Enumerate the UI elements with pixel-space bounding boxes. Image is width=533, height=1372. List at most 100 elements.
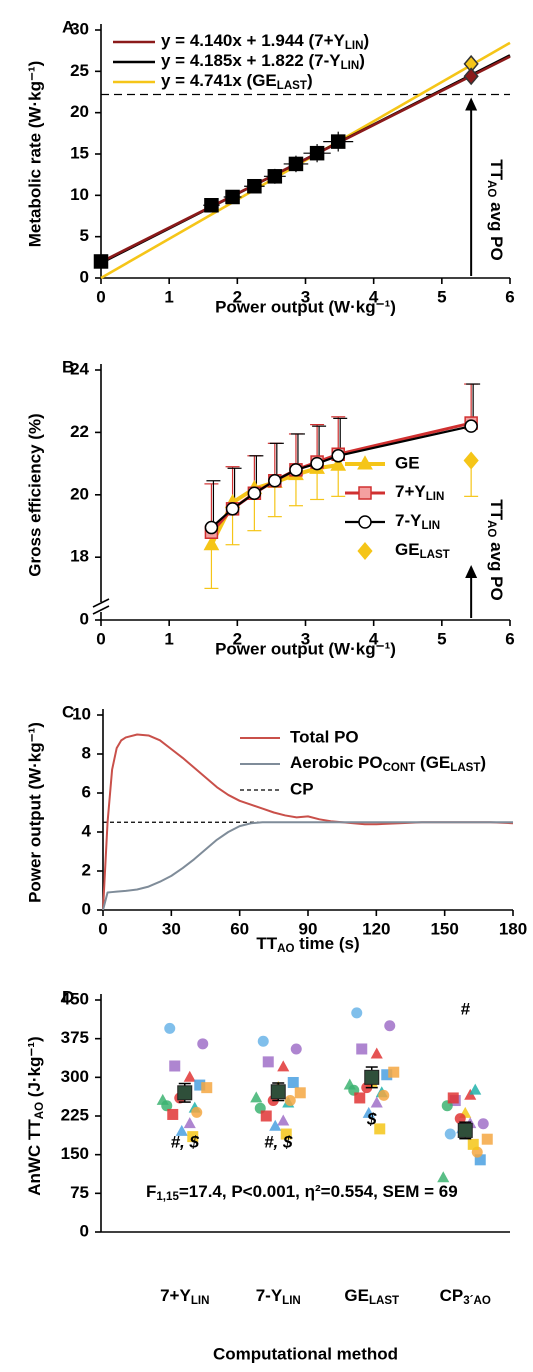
text-part: ) [480,753,486,772]
y-tick-label: 15 [70,143,89,162]
y-tick-label: 10 [70,185,89,204]
y-tick-label: 6 [82,782,91,801]
marker [358,515,372,529]
marker [477,1118,489,1130]
marker [444,1128,456,1140]
y-axis-title: AnWC TTAO (J·kg⁻¹) [25,1036,46,1195]
marker [454,1113,466,1125]
legend-label: GELAST [395,540,450,561]
marker [289,463,303,477]
y-tick-label: 5 [80,226,89,245]
y-tick-label: 375 [61,1028,89,1047]
y-tick-label: 450 [61,989,89,1008]
marker [351,1007,363,1019]
mean-marker [457,1122,473,1138]
text-part: y = 4.741x (GE [161,71,277,90]
legend-label: Aerobic POCONT (GELAST) [290,753,486,774]
y-tick-label: 0 [80,609,89,628]
y-axis-title: Gross efficiency (%) [25,413,44,576]
marker [309,145,325,161]
marker [194,1079,206,1091]
text-part: 3´AO [463,1295,491,1307]
legend-label: GE [395,453,420,472]
legend-label: y = 4.140x + 1.944 (7+YLIN) [161,31,369,52]
marker [378,1089,390,1101]
legend-label: Total PO [290,727,359,746]
marker [268,474,282,488]
y-tick-label: 18 [70,547,89,566]
legend-label: y = 4.185x + 1.822 (7-YLIN) [161,51,365,72]
marker [204,520,219,535]
marker [288,156,304,172]
annotation: $ [366,1109,377,1128]
marker [267,169,283,184]
x-tick-label: 7-YLIN [256,1286,301,1307]
marker [187,1131,199,1143]
marker [280,1128,292,1140]
marker [277,1060,290,1072]
text-part: TT [256,934,277,953]
y-tick-label: 22 [70,422,89,441]
text-part: LAST [450,762,480,774]
annotation: #, $ [264,1132,293,1151]
x-axis-title: Computational method [213,1344,398,1363]
x-tick-label: 2 [233,287,242,306]
text-part: AO [485,520,497,537]
series-line [102,733,514,911]
marker [474,1154,486,1166]
marker [374,1123,386,1135]
text-part: AO [485,180,497,197]
annotation: TTAO avg PO [485,159,506,260]
text-part: TT [487,159,506,180]
y-tick-label: 0 [82,899,91,918]
marker [167,1108,179,1120]
marker [260,1110,272,1122]
panel-label: B [62,357,74,376]
y-tick-label: 20 [70,484,89,503]
y-tick-label: 8 [82,743,91,762]
marker [156,1093,169,1105]
text-part: LAST [420,549,450,561]
marker [356,1043,368,1055]
text-part: LIN [426,491,445,503]
text-part: AnWC TT [25,1119,44,1196]
y-tick-label: 300 [61,1067,89,1086]
x-tick-label: CP3´AO [440,1286,491,1307]
marker [269,1119,282,1131]
marker [201,1082,213,1094]
stats: F1,15=17.4, P<0.001, η²=0.554, SEM = 69 [146,1182,458,1203]
x-axis-title: TTAO time (s) [256,934,359,955]
y-tick-label: 30 [70,19,89,38]
text-part: time (s) [294,934,359,953]
legend-label: CP [290,779,314,798]
marker [284,1095,296,1107]
text-part: 7+Y [395,482,426,501]
legend-label: 7+YLIN [395,482,444,503]
text-part: TT [487,499,506,520]
text-part: CP [440,1286,464,1305]
text-part: GE [395,540,420,559]
marker [247,486,262,500]
y-tick-label: 25 [70,61,89,80]
marker [225,502,240,516]
y-tick-label: 2 [82,860,91,879]
marker [467,1138,479,1150]
mean-marker [270,1084,286,1100]
marker [357,455,373,470]
text-part: AO [34,1102,46,1119]
marker [463,67,479,86]
text-part: LIN [341,60,360,72]
y-axis-title: Power output (W·kg⁻¹) [25,722,44,903]
marker [381,1069,393,1081]
x-tick-label: 0 [98,919,107,938]
y-tick-label: 24 [70,359,89,378]
annotation: TTAO avg PO [485,499,506,600]
marker [257,1035,269,1047]
marker [164,1022,176,1034]
legend-label: 7-YLIN [395,511,440,532]
marker [437,1171,450,1183]
arrow-head [465,97,478,111]
marker [447,1092,459,1104]
text-part: 7-Y [395,511,422,530]
